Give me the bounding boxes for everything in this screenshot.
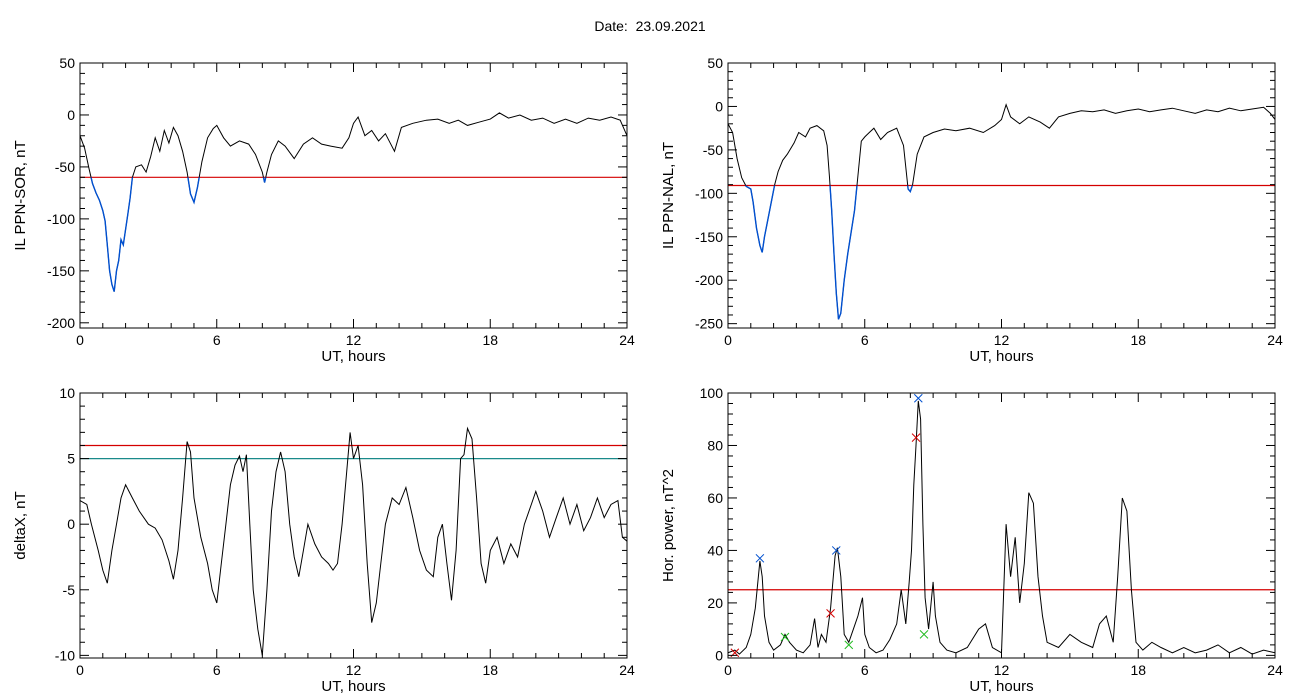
plot-frame bbox=[79, 392, 628, 659]
panel-deltax: 0 6 12 18 24 10 5 0 -5 -10 UT, hours deltaX, nT bbox=[12, 385, 635, 695]
y-tick-label: -10 bbox=[55, 647, 75, 663]
x-tick-label: 24 bbox=[1267, 332, 1283, 348]
x-tick-label: 6 bbox=[213, 332, 221, 348]
panel-il-ppn-nal: 0 6 12 18 24 50 0 -50 -100 -150 -200 -250 UT, hours I… bbox=[660, 55, 1283, 365]
x-tick-label: 18 bbox=[1130, 662, 1146, 678]
y-tick-label: 80 bbox=[707, 437, 723, 453]
y-tick-label: 0 bbox=[67, 516, 75, 532]
x-tick-label: 12 bbox=[994, 332, 1010, 348]
event-marker-2 bbox=[780, 632, 790, 642]
y-tick-label: 0 bbox=[67, 107, 75, 123]
x-tick-label: 6 bbox=[861, 332, 869, 348]
y-axis-label: IL PPN-SOR, nT bbox=[12, 140, 29, 250]
y-axis-label: IL PPN-NAL, nT bbox=[660, 142, 677, 249]
y-tick-label: -100 bbox=[695, 185, 723, 201]
y-tick-label: 50 bbox=[59, 55, 75, 71]
x-tick-label: 6 bbox=[861, 662, 869, 678]
x-tick-label: 0 bbox=[724, 332, 732, 348]
x-tick-label: 24 bbox=[619, 332, 635, 348]
y-tick-label: -5 bbox=[63, 582, 76, 598]
y-tick-label: 0 bbox=[715, 647, 723, 663]
y-tick-label: -200 bbox=[695, 272, 723, 288]
x-tick-label: 0 bbox=[76, 662, 84, 678]
figure-title: Date: 23.09.2021 bbox=[594, 18, 706, 34]
y-tick-label: -150 bbox=[695, 229, 723, 245]
x-tick-label: 18 bbox=[1130, 332, 1146, 348]
y-tick-label: 50 bbox=[707, 55, 723, 71]
x-tick-label: 24 bbox=[619, 662, 635, 678]
y-tick-label: -100 bbox=[47, 211, 75, 227]
y-tick-label: 40 bbox=[707, 542, 723, 558]
event-marker-3 bbox=[826, 609, 835, 618]
x-tick-label: 18 bbox=[482, 332, 498, 348]
y-tick-label: 0 bbox=[715, 98, 723, 114]
panel-hor-power: 0 6 12 18 24 100 80 60 40 20 0 UT, hours Hor. power,… bbox=[660, 385, 1283, 695]
plot-frame bbox=[727, 62, 1276, 329]
panel-il-ppn-sor: 0 6 12 18 24 50 0 -50 -100 -150 -200 UT, hours IL PP… bbox=[12, 55, 635, 365]
x-tick-label: 18 bbox=[482, 662, 498, 678]
x-tick-label: 6 bbox=[213, 662, 221, 678]
x-axis-label: UT, hours bbox=[321, 348, 385, 365]
plot-frame bbox=[79, 62, 628, 329]
x-tick-label: 24 bbox=[1267, 662, 1283, 678]
highlight-series-line bbox=[744, 185, 914, 320]
event-marker-5 bbox=[844, 640, 854, 650]
series-line bbox=[728, 103, 1275, 320]
y-tick-label: -50 bbox=[55, 159, 75, 175]
y-tick-label: 60 bbox=[707, 490, 723, 506]
series-line bbox=[80, 426, 627, 656]
series-line bbox=[728, 400, 1275, 655]
event-marker-6 bbox=[911, 433, 921, 442]
highlight-series-line bbox=[90, 177, 267, 292]
y-tick-label: 100 bbox=[700, 385, 724, 401]
y-tick-label: -50 bbox=[703, 142, 723, 158]
y-tick-label: 5 bbox=[67, 451, 75, 467]
event-marker-4 bbox=[831, 546, 841, 555]
x-tick-label: 12 bbox=[346, 332, 362, 348]
x-tick-label: 12 bbox=[994, 662, 1010, 678]
y-tick-label: -200 bbox=[47, 315, 75, 331]
x-tick-label: 0 bbox=[724, 662, 732, 678]
series-line bbox=[80, 112, 627, 292]
x-tick-label: 0 bbox=[76, 332, 84, 348]
x-tick-label: 12 bbox=[346, 662, 362, 678]
event-marker-7 bbox=[913, 393, 923, 403]
y-axis-label: Hor. power, nT^2 bbox=[660, 469, 677, 582]
plot-frame bbox=[727, 392, 1276, 659]
y-tick-label: -150 bbox=[47, 263, 75, 279]
y-tick-label: 20 bbox=[707, 595, 723, 611]
y-tick-label: -250 bbox=[695, 316, 723, 332]
x-axis-label: UT, hours bbox=[969, 348, 1033, 365]
x-axis-label: UT, hours bbox=[321, 678, 385, 695]
event-marker-8 bbox=[919, 630, 929, 639]
event-marker-1 bbox=[755, 553, 765, 563]
x-axis-label: UT, hours bbox=[969, 678, 1033, 695]
y-axis-label: deltaX, nT bbox=[12, 491, 29, 559]
y-tick-label: 10 bbox=[59, 385, 75, 401]
